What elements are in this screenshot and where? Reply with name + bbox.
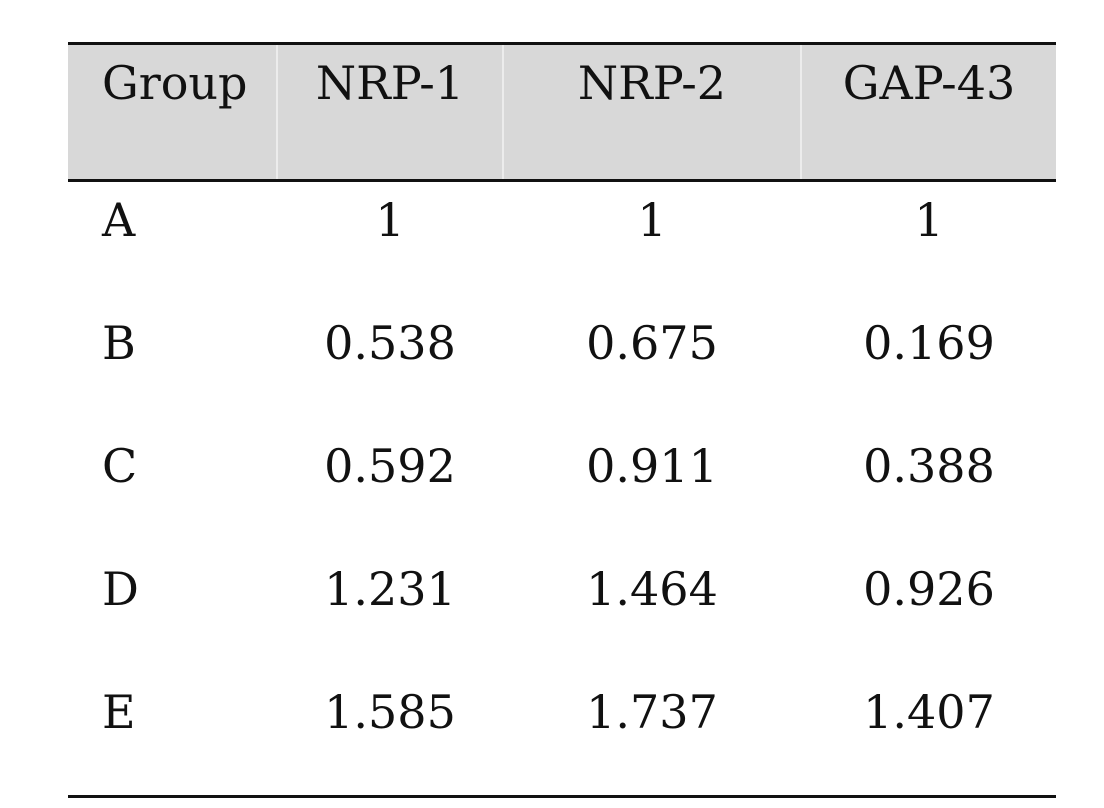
header-cell-nrp1: NRP-1 xyxy=(315,56,465,110)
table-cell-nrp2: 0.675 xyxy=(586,316,718,370)
table-cell-nrp1: 1 xyxy=(375,193,405,247)
table-cell-gap43: 0.388 xyxy=(863,439,995,493)
table-cell-group: D xyxy=(102,562,139,616)
table-cell-gap43: 1 xyxy=(914,193,944,247)
table-row: E 1.585 1.737 1.407 xyxy=(68,674,1056,797)
table-cell-nrp2: 0.911 xyxy=(586,439,718,493)
table-cell-gap43: 0.926 xyxy=(863,562,995,616)
header-column-divider xyxy=(502,45,504,179)
table-cell-nrp1: 1.231 xyxy=(324,562,456,616)
table-cell-group: B xyxy=(102,316,136,370)
data-table: Group NRP-1 NRP-2 GAP-43 A 1 1 1 B 0.538… xyxy=(68,42,1056,798)
header-column-divider xyxy=(800,45,802,179)
table-cell-gap43: 0.169 xyxy=(863,316,995,370)
table-row: C 0.592 0.911 0.388 xyxy=(68,428,1056,551)
header-cell-nrp2: NRP-2 xyxy=(577,56,727,110)
table-cell-nrp2: 1 xyxy=(637,193,667,247)
table-bottom-rule xyxy=(68,795,1056,798)
table-cell-nrp1: 1.585 xyxy=(324,685,456,739)
table-row: B 0.538 0.675 0.169 xyxy=(68,305,1056,428)
table-cell-group: E xyxy=(102,685,136,739)
table-top-rule xyxy=(68,42,1056,45)
table-cell-gap43: 1.407 xyxy=(863,685,995,739)
table-cell-nrp1: 0.592 xyxy=(324,439,456,493)
table-cell-group: C xyxy=(102,439,138,493)
table-row: A 1 1 1 xyxy=(68,182,1056,305)
table-cell-nrp2: 1.737 xyxy=(586,685,718,739)
header-column-divider xyxy=(276,45,278,179)
table-row: D 1.231 1.464 0.926 xyxy=(68,551,1056,674)
table-cell-nrp1: 0.538 xyxy=(324,316,456,370)
table-cell-nrp2: 1.464 xyxy=(586,562,718,616)
table-header-row: Group NRP-1 NRP-2 GAP-43 xyxy=(68,45,1056,182)
table-cell-group: A xyxy=(102,193,136,247)
header-cell-gap43: GAP-43 xyxy=(842,56,1016,110)
header-cell-group: Group xyxy=(102,56,248,110)
